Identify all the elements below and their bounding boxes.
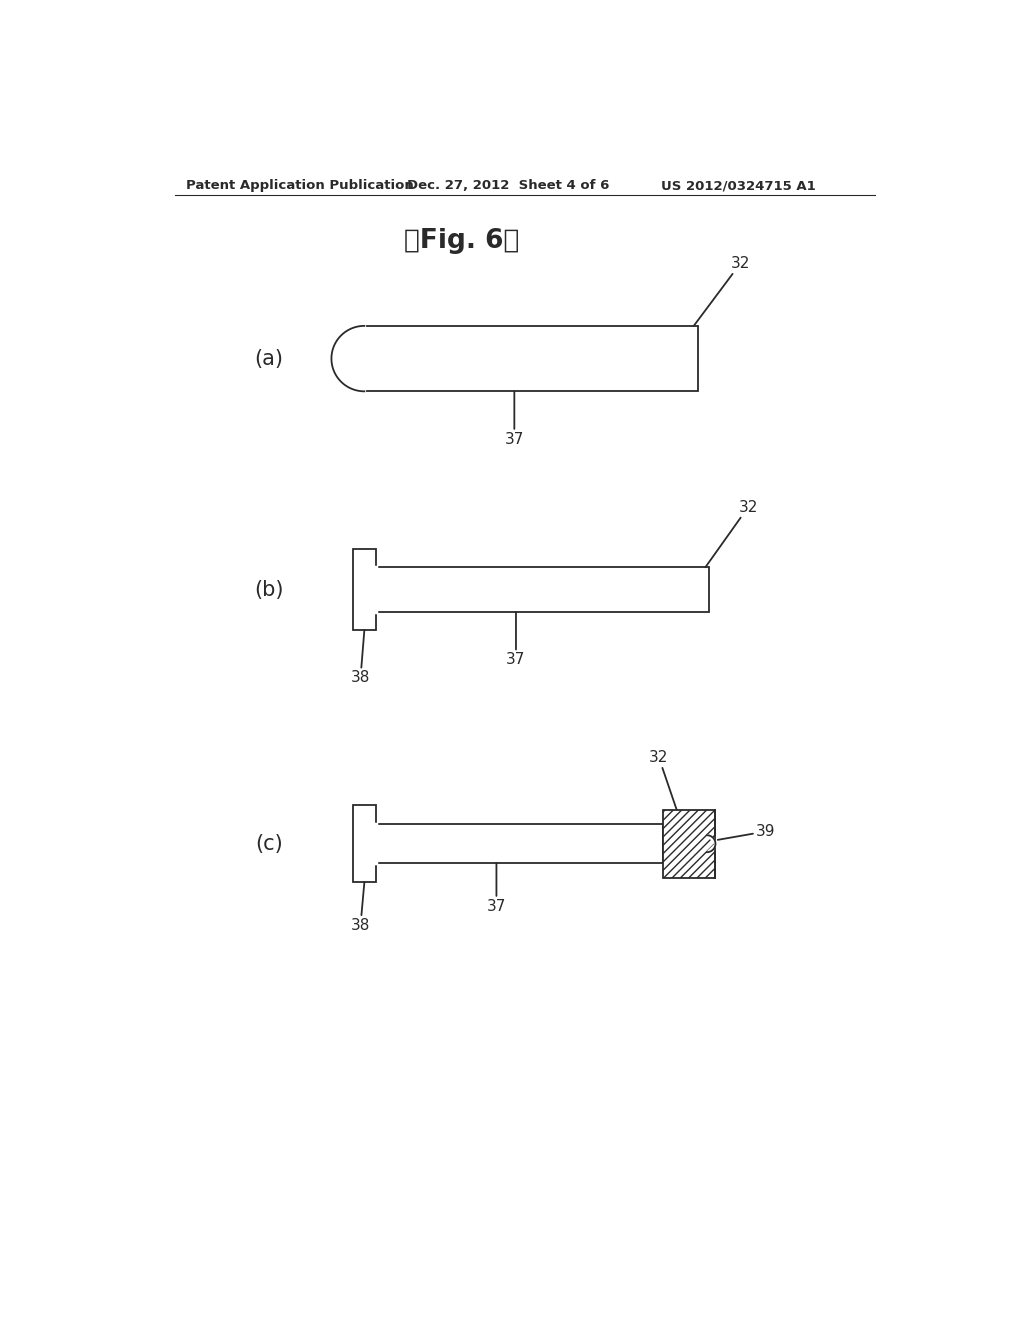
Bar xyxy=(376,825,663,863)
Text: (c): (c) xyxy=(255,834,283,854)
Text: 【Fig. 6】: 【Fig. 6】 xyxy=(403,227,519,253)
Text: Patent Application Publication: Patent Application Publication xyxy=(186,180,414,193)
Bar xyxy=(663,810,716,878)
Text: 37: 37 xyxy=(486,863,506,913)
Text: 38: 38 xyxy=(351,882,371,933)
Text: Dec. 27, 2012  Sheet 4 of 6: Dec. 27, 2012 Sheet 4 of 6 xyxy=(407,180,609,193)
Text: US 2012/0324715 A1: US 2012/0324715 A1 xyxy=(662,180,816,193)
Text: 38: 38 xyxy=(351,630,371,685)
Text: 37: 37 xyxy=(505,391,524,446)
Bar xyxy=(365,326,697,391)
Text: 39: 39 xyxy=(718,824,775,840)
Text: 32: 32 xyxy=(649,750,677,810)
Bar xyxy=(352,549,376,630)
Bar xyxy=(376,568,710,612)
Text: 37: 37 xyxy=(506,612,525,668)
Text: 32: 32 xyxy=(693,256,750,326)
Polygon shape xyxy=(332,326,365,391)
Text: 32: 32 xyxy=(706,500,758,568)
Polygon shape xyxy=(707,836,716,853)
Text: (b): (b) xyxy=(254,579,284,599)
Bar xyxy=(352,805,376,882)
Text: (a): (a) xyxy=(255,348,284,368)
